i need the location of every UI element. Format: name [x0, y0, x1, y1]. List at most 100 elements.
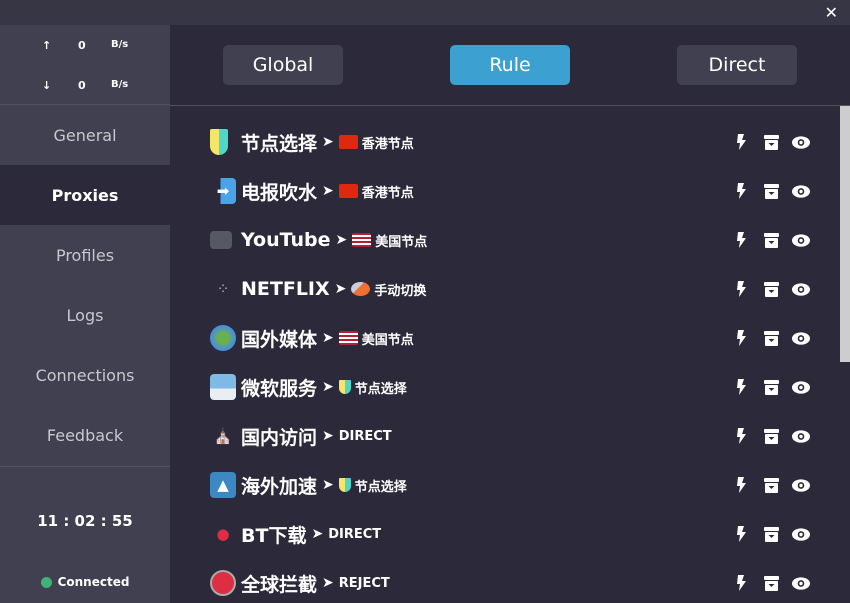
- latency-test-bolt-icon[interactable]: [732, 525, 750, 543]
- group-name-wrap: 微软服务 ➤ 节点选择: [241, 374, 407, 401]
- latency-test-bolt-icon[interactable]: [732, 378, 750, 396]
- latency-test-bolt-icon[interactable]: [732, 427, 750, 445]
- nav-label: Proxies: [51, 185, 119, 205]
- download-speed: ↓ 0 B/s: [0, 79, 170, 95]
- group-name-wrap: 国外媒体 ➤ 美国节点: [241, 325, 414, 352]
- nav-logs[interactable]: Logs: [0, 285, 170, 345]
- globe-icon: [210, 325, 236, 351]
- arrow-icon: ➤: [335, 232, 348, 248]
- clock: 11 : 02 : 55: [37, 512, 133, 530]
- archive-icon[interactable]: [762, 476, 780, 494]
- arrow-icon: ➤: [311, 526, 324, 542]
- proxy-group-row[interactable]: ⁘ NETFLIX ➤ 手动切换: [170, 269, 840, 309]
- latency-test-bolt-icon[interactable]: [732, 329, 750, 347]
- arrow-icon: ➤: [322, 379, 334, 395]
- archive-icon[interactable]: [762, 329, 780, 347]
- proxy-group-row[interactable]: 微软服务 ➤ 节点选择: [170, 367, 840, 407]
- eye-icon[interactable]: [792, 133, 810, 151]
- group-name-wrap: NETFLIX ➤ 手动切换: [241, 278, 426, 300]
- latency-test-bolt-icon[interactable]: [732, 231, 750, 249]
- nav-general[interactable]: General: [0, 105, 170, 165]
- traffic-panel: ↑ 0 B/s ↓ 0 B/s: [0, 25, 170, 105]
- mode-rule-button[interactable]: Rule: [450, 45, 570, 85]
- row-actions: [732, 231, 810, 249]
- group-name: NETFLIX: [241, 278, 330, 300]
- selected-proxy: 香港节点: [361, 136, 414, 152]
- archive-icon[interactable]: [762, 427, 780, 445]
- archive-icon[interactable]: [762, 378, 780, 396]
- row-actions: [732, 280, 810, 298]
- connection-status: Connected: [0, 575, 170, 589]
- arrow-icon: ➤: [334, 281, 347, 297]
- group-name: 全球拦截: [241, 573, 318, 596]
- proxy-group-row[interactable]: 节点选择 ➤ 香港节点: [170, 122, 840, 162]
- download-value: 0: [78, 79, 86, 92]
- eye-icon[interactable]: [792, 329, 810, 347]
- proxy-group-row[interactable]: YouTube ➤ 美国节点: [170, 220, 840, 260]
- row-actions: [732, 329, 810, 347]
- eye-icon[interactable]: [792, 574, 810, 592]
- selected-proxy: 节点选择: [354, 479, 407, 495]
- latency-test-bolt-icon[interactable]: [732, 133, 750, 151]
- arrow-icon: ➤: [322, 183, 334, 199]
- scrollbar[interactable]: [840, 106, 850, 603]
- group-name-wrap: 海外加速 ➤ 节点选择: [241, 472, 407, 499]
- group-name-wrap: 电报吹水 ➤ 香港节点: [241, 178, 414, 205]
- selected-proxy: 节点选择: [354, 381, 407, 397]
- title-bar: ✕: [0, 0, 850, 25]
- row-actions: [732, 525, 810, 543]
- hk-flag-icon: [338, 135, 358, 149]
- nav-label: Logs: [66, 305, 104, 325]
- camera-icon: [210, 231, 232, 249]
- archive-icon[interactable]: [762, 133, 780, 151]
- archive-icon[interactable]: [762, 280, 780, 298]
- proxy-group-row[interactable]: 国外媒体 ➤ 美国节点: [170, 318, 840, 358]
- arrow-icon: ➤: [322, 477, 334, 493]
- proxy-group-row[interactable]: ➡ 电报吹水 ➤ 香港节点: [170, 171, 840, 211]
- eye-icon[interactable]: [792, 182, 810, 200]
- triangle-icon: ▲: [210, 472, 236, 498]
- arrow-icon: ➤: [322, 575, 334, 591]
- eye-icon[interactable]: [792, 525, 810, 543]
- proxy-group-row[interactable]: 全球拦截 ➤ REJECT: [170, 563, 840, 603]
- nav-connections[interactable]: Connections: [0, 345, 170, 405]
- latency-test-bolt-icon[interactable]: [732, 280, 750, 298]
- selected-proxy: DIRECT: [338, 428, 392, 444]
- proxy-group-row[interactable]: ● BT下载 ➤ DIRECT: [170, 514, 840, 554]
- archive-icon[interactable]: [762, 231, 780, 249]
- us-flag-icon: [352, 233, 372, 247]
- row-actions: [732, 427, 810, 445]
- eye-icon[interactable]: [792, 280, 810, 298]
- scrollbar-thumb[interactable]: [840, 106, 850, 362]
- archive-icon[interactable]: [762, 525, 780, 543]
- upload-unit: B/s: [111, 39, 129, 50]
- mode-switcher: Global Rule Direct: [170, 25, 850, 106]
- eye-icon[interactable]: [792, 476, 810, 494]
- selected-proxy: 香港节点: [361, 185, 414, 201]
- nav-proxies[interactable]: Proxies: [0, 165, 170, 225]
- proxy-group-row[interactable]: ▲ 海外加速 ➤ 节点选择: [170, 465, 840, 505]
- latency-test-bolt-icon[interactable]: [732, 476, 750, 494]
- latency-test-bolt-icon[interactable]: [732, 182, 750, 200]
- latency-test-bolt-icon[interactable]: [732, 574, 750, 592]
- status-dot-icon: [40, 576, 52, 588]
- archive-icon[interactable]: [762, 574, 780, 592]
- eye-icon[interactable]: [792, 427, 810, 445]
- arrow-icon: ➤: [322, 330, 334, 346]
- selected-proxy: 手动切换: [374, 283, 427, 299]
- eye-icon[interactable]: [792, 231, 810, 249]
- mode-global-button[interactable]: Global: [223, 45, 343, 85]
- upload-value: 0: [78, 39, 86, 52]
- proxy-group-row[interactable]: ⛪ 国内访问 ➤ DIRECT: [170, 416, 840, 456]
- download-arrow-icon: ↓: [42, 79, 52, 92]
- selected-proxy: 美国节点: [375, 234, 428, 250]
- archive-icon[interactable]: [762, 182, 780, 200]
- nav-profiles[interactable]: Profiles: [0, 225, 170, 285]
- nav-feedback[interactable]: Feedback: [0, 405, 170, 465]
- mode-direct-button[interactable]: Direct: [677, 45, 797, 85]
- group-name: BT下载: [241, 524, 307, 547]
- group-name-wrap: BT下载 ➤ DIRECT: [241, 521, 381, 548]
- close-icon[interactable]: ✕: [824, 3, 838, 22]
- eye-icon[interactable]: [792, 378, 810, 396]
- beginner-icon: [210, 129, 228, 155]
